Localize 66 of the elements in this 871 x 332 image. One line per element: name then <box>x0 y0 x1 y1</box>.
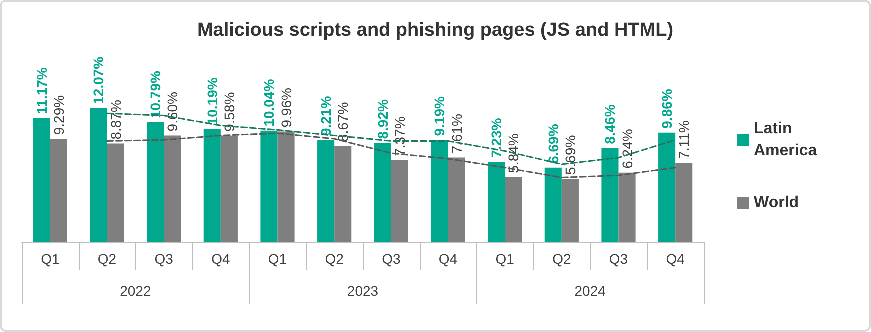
bar <box>204 129 221 242</box>
x-tick-label: Q1 <box>496 251 515 267</box>
x-tick-label: Q1 <box>268 251 288 267</box>
bar <box>107 144 124 242</box>
data-label: 9.29% <box>50 95 67 136</box>
bar <box>374 143 392 242</box>
bar <box>147 122 164 242</box>
bar <box>505 177 522 242</box>
x-tick-label: Q3 <box>154 251 174 267</box>
x-tick-label: Q4 <box>212 251 230 267</box>
data-label: 8.46% <box>602 104 618 144</box>
data-label: 12.07% <box>90 56 107 104</box>
data-label: 10.04% <box>261 78 278 127</box>
data-label: 9.19% <box>432 96 448 136</box>
legend-label: World <box>754 194 800 212</box>
data-label: 7.61% <box>448 114 465 154</box>
data-label: 11.17% <box>34 67 50 114</box>
bar <box>318 140 335 242</box>
bar <box>602 148 619 242</box>
data-label: 9.60% <box>164 92 181 132</box>
x-tick-label: Q3 <box>609 251 628 267</box>
x-tick-label: Q4 <box>666 251 686 267</box>
data-label: 9.86% <box>659 88 676 129</box>
data-label: 10.79% <box>148 70 164 119</box>
data-label: 6.69% <box>545 124 562 164</box>
data-label: 8.67% <box>335 102 352 142</box>
bar <box>544 168 562 242</box>
bar <box>488 162 506 242</box>
bar <box>90 108 108 242</box>
data-label: 7.11% <box>676 120 692 160</box>
data-label: 9.96% <box>278 88 294 128</box>
bar <box>278 132 295 242</box>
text: 2023 <box>347 283 379 299</box>
legend-label: Latin America <box>754 120 818 160</box>
bar <box>562 179 579 242</box>
data-label: 6.24% <box>619 129 636 169</box>
data-label: 8.92% <box>374 98 391 140</box>
data-label: 9.21% <box>318 96 334 136</box>
bar <box>220 136 238 242</box>
data-label: 7.23% <box>488 118 505 158</box>
x-tick-label: Q2 <box>325 251 344 267</box>
bar <box>391 160 408 242</box>
bar <box>50 139 68 242</box>
x-tick-label: Q3 <box>382 251 401 267</box>
bar <box>618 172 636 242</box>
bar <box>164 136 182 242</box>
text: 2024 <box>574 283 606 299</box>
bar <box>448 158 466 242</box>
bar <box>260 130 278 242</box>
x-tick-label: Q1 <box>41 251 60 267</box>
bar <box>431 140 448 242</box>
bar <box>658 132 676 242</box>
data-label: 5.69% <box>562 135 578 176</box>
data-label: 10.19% <box>204 77 220 126</box>
data-label: 9.58% <box>221 92 238 132</box>
chart-title: Malicious scripts and phishing pages (JS and HTML) <box>197 20 674 41</box>
data-label: 8.87% <box>108 100 124 140</box>
x-tick-label: Q4 <box>438 251 458 267</box>
data-label: 7.37% <box>392 116 408 156</box>
bar <box>676 163 693 242</box>
data-label: 5.84% <box>506 134 522 174</box>
text: 2022 <box>120 283 152 299</box>
x-tick-label: Q2 <box>98 251 117 267</box>
bar <box>334 146 352 242</box>
x-tick-label: Q2 <box>552 251 572 267</box>
bar <box>33 118 50 242</box>
